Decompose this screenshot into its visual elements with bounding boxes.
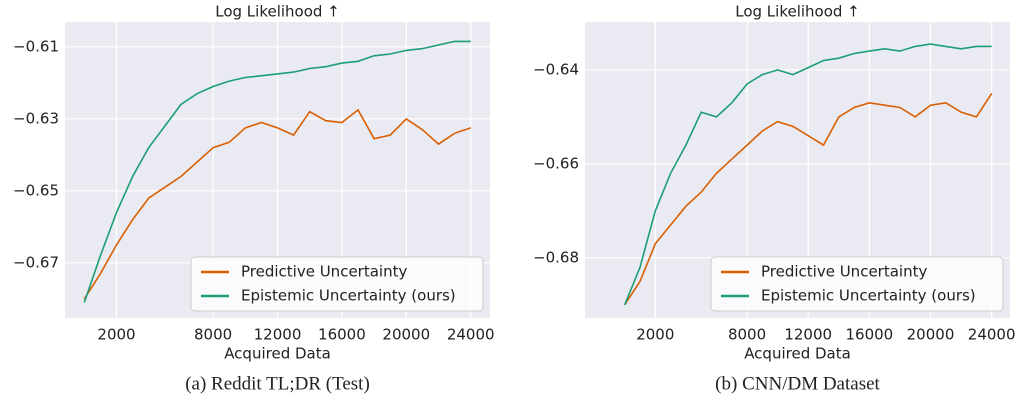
x-tick-label: 12000 (784, 326, 832, 344)
x-tick-label: 2000 (636, 326, 674, 344)
series-line (83, 108, 471, 300)
x-tick-label: 8000 (194, 326, 232, 344)
x-axis-label: Acquired Data (224, 345, 331, 363)
y-tick-label: −0.63 (13, 109, 59, 127)
series-line (623, 43, 992, 306)
caption: (a) Reddit TL;DR (Test) (185, 373, 370, 394)
legend-label: Epistemic Uncertainty (ours) (761, 287, 976, 305)
legend-box (190, 256, 484, 312)
chart-title: Log Likelihood ↑ (735, 3, 860, 21)
y-tick-label: −0.67 (13, 253, 59, 271)
series-line (624, 92, 993, 306)
x-tick-label: 12000 (254, 326, 302, 344)
x-tick-label: 20000 (907, 326, 955, 344)
x-tick-label: 24000 (968, 326, 1016, 344)
x-tick-label: 16000 (845, 326, 893, 344)
y-tick-label: −0.66 (533, 154, 579, 172)
x-axis-label: Acquired Data (744, 345, 851, 363)
caption: (b) CNN/DM Dataset (715, 373, 880, 394)
chart-title: Log Likelihood ↑ (215, 3, 340, 21)
legend-label: Predictive Uncertainty (761, 263, 927, 281)
legend-label: Predictive Uncertainty (241, 263, 407, 281)
y-tick-label: −0.64 (533, 60, 579, 78)
x-tick-label: 20000 (382, 326, 430, 344)
legend-label: Epistemic Uncertainty (ours) (241, 287, 456, 305)
x-tick-label: 16000 (318, 326, 366, 344)
y-tick-label: −0.68 (533, 248, 579, 266)
series-line (83, 40, 471, 303)
legend-box (710, 256, 1004, 312)
y-tick-label: −0.61 (13, 37, 59, 55)
x-tick-label: 24000 (447, 326, 495, 344)
x-tick-label: 2000 (97, 326, 135, 344)
x-tick-label: 8000 (728, 326, 766, 344)
y-tick-label: −0.65 (13, 181, 59, 199)
